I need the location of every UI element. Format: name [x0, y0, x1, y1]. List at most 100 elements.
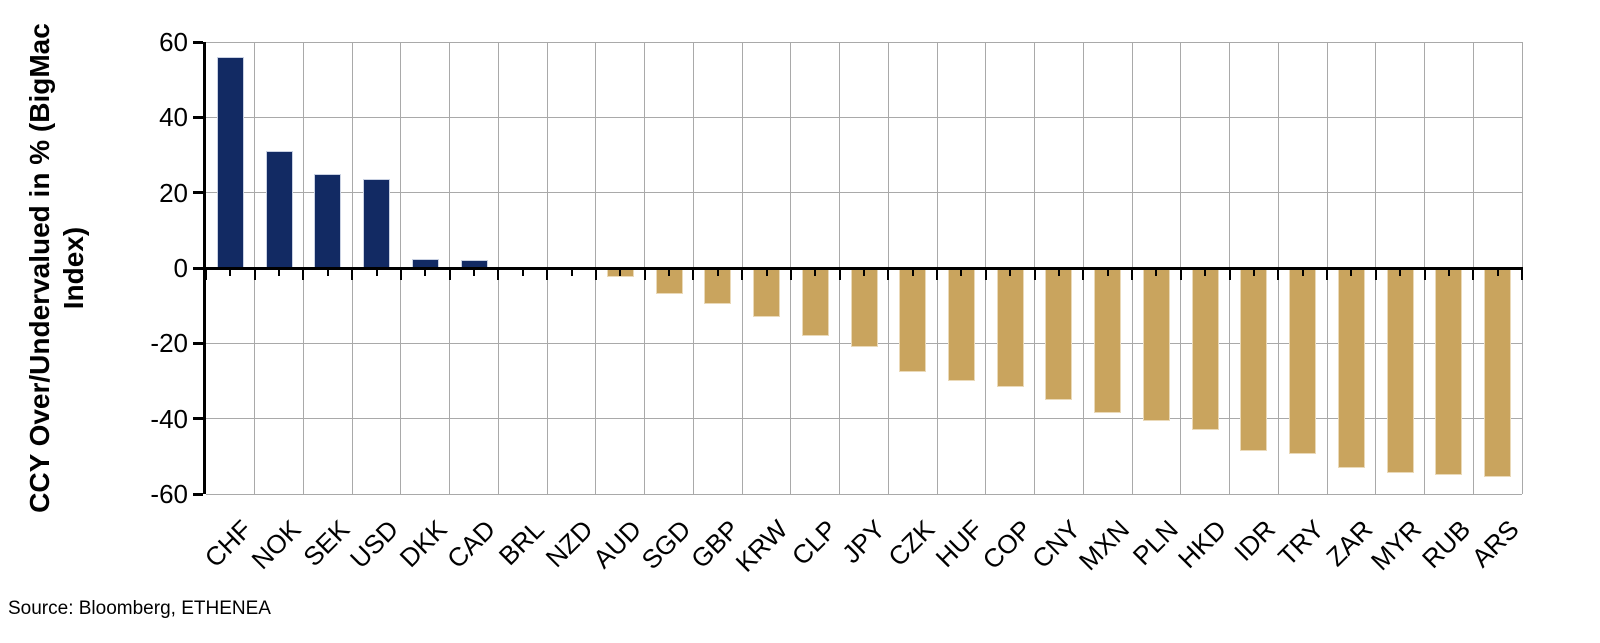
x-minor-tick-ARS	[1496, 266, 1499, 276]
x-label-text-CAD: CAD	[441, 514, 502, 575]
x-label-COP: COP	[816, 514, 1037, 575]
x-major-tick-19	[1131, 266, 1134, 280]
x-label-ZAR: ZAR	[1157, 514, 1379, 572]
bar-ARS	[1484, 268, 1512, 478]
y-tick-label--20: -20	[150, 328, 188, 359]
x-label-SGD: SGD	[475, 514, 696, 575]
x-minor-tick-IDR	[1252, 266, 1255, 276]
x-major-tick-6	[497, 266, 500, 280]
x-major-tick-10	[692, 266, 695, 280]
x-label-text-SEK: SEK	[297, 514, 356, 573]
x-label-text-CZK: CZK	[881, 514, 940, 572]
bar-CAD	[460, 260, 488, 268]
x-label-USD: USD	[183, 514, 404, 574]
x-minor-tick-SEK	[326, 266, 329, 276]
y-tick-0	[193, 266, 203, 270]
x-major-tick-14	[887, 266, 890, 280]
bar-NOK	[265, 151, 293, 268]
y-tick-label-20: 20	[159, 177, 188, 208]
x-minor-tick-TRY	[1301, 266, 1304, 276]
x-major-tick-4	[399, 266, 402, 280]
gridline-h-20	[206, 192, 1522, 194]
x-major-tick-1	[253, 266, 256, 280]
x-minor-tick-SGD	[668, 266, 671, 276]
x-label-NZD: NZD	[378, 514, 599, 573]
x-label-CHF: CHF	[36, 514, 258, 573]
y-tick-label--40: -40	[150, 403, 188, 434]
x-label-BRL: BRL	[329, 514, 550, 571]
x-minor-tick-PLN	[1155, 266, 1158, 276]
x-label-text-HUF: HUF	[929, 514, 989, 573]
x-label-text-HKD: HKD	[1172, 514, 1233, 575]
x-major-tick-12	[789, 266, 792, 280]
gridline-h-60	[206, 41, 1522, 43]
x-minor-tick-HUF	[960, 266, 963, 276]
x-label-RUB: RUB	[1255, 514, 1476, 574]
y-tick--40	[193, 417, 203, 421]
x-major-tick-18	[1082, 266, 1085, 280]
x-label-TRY: TRY	[1109, 514, 1330, 572]
x-label-NOK: NOK	[85, 514, 306, 575]
x-major-tick-0	[205, 266, 207, 280]
x-major-tick-2	[302, 266, 305, 280]
x-label-text-SGD: SGD	[635, 514, 697, 576]
x-label-text-IDR: IDR	[1228, 514, 1282, 567]
x-major-tick-17	[1033, 266, 1036, 280]
x-label-SEK: SEK	[134, 514, 355, 572]
x-label-text-KRW: KRW	[729, 514, 794, 578]
x-minor-tick-JPY	[863, 266, 865, 276]
x-label-text-GBP: GBP	[684, 514, 745, 575]
x-major-tick-8	[594, 266, 597, 280]
bar-TRY	[1289, 268, 1317, 455]
bar-DKK	[411, 258, 439, 268]
x-label-text-DKK: DKK	[393, 514, 453, 574]
x-label-AUD: AUD	[426, 514, 647, 574]
x-minor-tick-ZAR	[1350, 266, 1353, 276]
gridline-h-40	[206, 116, 1522, 118]
x-minor-tick-CLP	[814, 266, 817, 276]
x-minor-tick-DKK	[424, 266, 427, 276]
x-label-KRW: KRW	[573, 514, 794, 578]
gridline-h--40	[206, 418, 1522, 420]
x-major-tick-27	[1521, 266, 1523, 280]
x-label-CNY: CNY	[865, 514, 1086, 574]
x-label-text-COP: COP	[976, 514, 1038, 576]
x-label-text-ARS: ARS	[1465, 514, 1525, 574]
source-note: Source: Bloomberg, ETHENEA	[8, 598, 271, 619]
bar-CNY	[1045, 268, 1073, 400]
y-tick-20	[193, 191, 203, 195]
y-tick-label--60: -60	[150, 479, 188, 509]
x-major-tick-9	[643, 266, 646, 280]
x-major-tick-15	[936, 266, 939, 280]
x-minor-tick-NOK	[278, 266, 281, 276]
y-tick-label-40: 40	[159, 102, 188, 133]
bar-IDR	[1240, 268, 1268, 451]
x-label-DKK: DKK	[231, 514, 453, 573]
x-label-text-CHF: CHF	[198, 514, 258, 573]
x-label-text-USD: USD	[343, 514, 404, 575]
x-minor-tick-HKD	[1204, 266, 1207, 276]
x-major-tick-20	[1179, 266, 1182, 280]
x-label-text-RUB: RUB	[1416, 514, 1477, 575]
x-minor-tick-CAD	[473, 266, 476, 276]
bar-USD	[363, 179, 391, 268]
x-major-tick-26	[1472, 266, 1475, 280]
bar-CZK	[899, 268, 927, 372]
y-tick-60	[193, 40, 203, 44]
x-minor-tick-GBP	[716, 266, 719, 276]
x-major-tick-23	[1326, 266, 1329, 280]
bar-JPY	[850, 268, 878, 348]
x-minor-tick-COP	[1009, 266, 1012, 276]
y-tick-label-0: 0	[173, 253, 188, 283]
x-minor-tick-CZK	[911, 266, 914, 276]
x-minor-tick-AUD	[619, 266, 622, 276]
x-minor-tick-NZD	[570, 266, 573, 276]
y-tick-label-60: 60	[159, 27, 188, 57]
bar-HKD	[1191, 268, 1219, 430]
x-label-ARS: ARS	[1304, 514, 1525, 573]
x-major-tick-22	[1277, 266, 1280, 280]
x-label-text-TRY: TRY	[1272, 514, 1330, 572]
x-major-tick-24	[1374, 266, 1377, 280]
bar-SEK	[314, 173, 342, 268]
